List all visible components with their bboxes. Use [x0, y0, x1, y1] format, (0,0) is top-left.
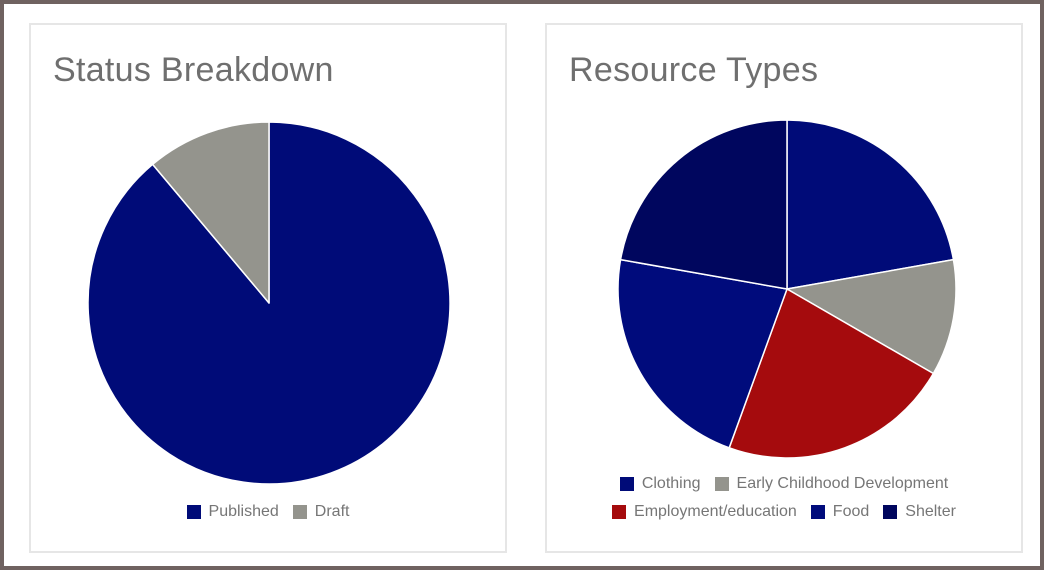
legend-swatch [883, 505, 898, 519]
legend-label: Draft [314, 503, 350, 520]
resource-types-legend: Clothing Early Childhood Development Emp… [547, 470, 1021, 526]
resource-types-pie-chart [617, 119, 957, 459]
legend-item-early-childhood-development[interactable]: Early Childhood Development [714, 475, 949, 493]
legend-item-clothing[interactable]: Clothing [619, 475, 701, 493]
pie-slice-draft[interactable] [151, 121, 270, 304]
status-breakdown-title: Status Breakdown [53, 51, 334, 89]
legend-item-published[interactable]: Published [186, 503, 279, 521]
pie-slice-shelter[interactable] [619, 119, 788, 290]
resource-legend-row-2: Employment/education Food Shelter [547, 498, 1021, 526]
pie-slice-early-childhood-development[interactable] [786, 258, 957, 375]
legend-label: Employment/education [634, 503, 797, 520]
pie-slice-food[interactable] [617, 258, 788, 449]
status-breakdown-card: Status Breakdown Published Draft [29, 23, 507, 553]
legend-item-shelter[interactable]: Shelter [883, 503, 956, 521]
legend-label: Clothing [641, 475, 701, 492]
pie-slice-employment-education[interactable] [728, 288, 935, 459]
legend-item-food[interactable]: Food [810, 503, 870, 521]
legend-item-draft[interactable]: Draft [292, 503, 350, 521]
legend-label: Early Childhood Development [736, 475, 949, 492]
resource-legend-row-1: Clothing Early Childhood Development [547, 470, 1021, 498]
resource-types-card: Resource Types Clothing Early Childhood … [545, 23, 1023, 553]
pie-slice-clothing[interactable] [786, 119, 955, 290]
legend-swatch [186, 505, 201, 519]
legend-label: Food [832, 503, 870, 520]
legend-swatch [810, 505, 825, 519]
status-pie-chart [87, 121, 451, 485]
legend-label: Published [208, 503, 279, 520]
status-legend-row: Published Draft [31, 498, 505, 526]
legend-swatch [714, 477, 729, 491]
legend-swatch [619, 477, 634, 491]
status-legend: Published Draft [31, 498, 505, 526]
legend-swatch [612, 505, 627, 519]
resource-types-title: Resource Types [569, 51, 819, 89]
legend-item-employment-education[interactable]: Employment/education [612, 503, 797, 521]
legend-swatch [292, 505, 307, 519]
legend-label: Shelter [905, 503, 956, 520]
